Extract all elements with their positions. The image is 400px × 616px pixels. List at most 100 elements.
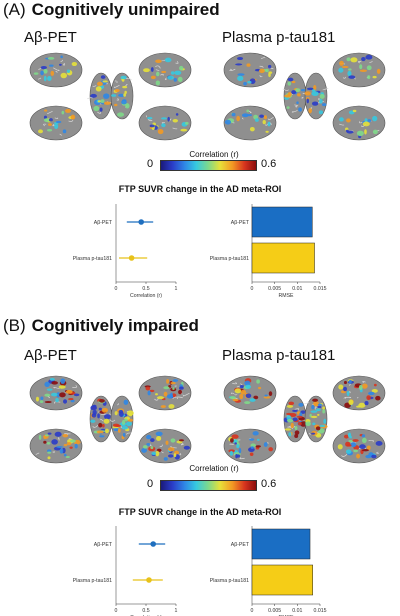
correlation-blob [286,412,292,416]
correlation-blob [147,390,151,396]
correlation-blob [361,434,366,438]
x-tick-label: 0.5 [142,608,149,614]
correlation-blob [295,88,301,93]
brain-view-right-medial [332,428,386,464]
x-tick-label: 0.5 [142,286,149,292]
brain-view-dorsal-right [110,72,134,120]
correlation-blob [346,444,352,447]
correlation-blob [361,437,367,444]
correlation-blob [321,103,327,107]
correlation-blob [361,57,366,62]
correlation-blob [245,393,252,399]
correlation-blob [250,443,256,448]
sulcus-line [287,426,294,430]
sulcus-line [43,123,47,127]
correlation-blob [254,118,259,122]
sulcus-line [58,437,60,441]
sulcus-line [230,68,233,71]
panel-letter: (A) [3,0,26,19]
brain-view-dorsal-left [282,72,307,120]
sulcus-line [181,442,184,446]
correlation-blob [250,446,254,449]
correlation-blob [48,118,53,122]
correlation-blob [310,410,318,413]
correlation-blob [60,72,68,79]
correlation-blob [353,449,359,453]
correlation-blob [156,396,165,400]
correlation-blob [165,440,169,445]
correlation-blob [294,425,298,431]
correlation-blob [103,418,110,424]
sulcus-line [35,452,40,455]
sulcus-line [267,116,274,120]
rmse-bar [251,242,315,274]
correlation-blob [315,426,321,431]
correlation-blob [352,109,357,113]
correlation-blob [59,448,64,454]
correlation-blob [54,123,59,130]
correlation-blob [172,387,175,390]
sulcus-line [248,110,252,114]
correlation-blob [161,117,168,120]
correlation-blob [143,68,150,73]
correlation-blob [100,99,105,104]
correlation-blob [151,452,157,456]
correlation-blob [185,121,189,125]
correlation-blob [178,439,184,442]
point-estimate [146,577,152,583]
sulcus-line [115,80,119,83]
correlation-blob [356,405,361,408]
correlation-blob [255,445,261,448]
correlation-blob [304,91,311,96]
sulcus-line [231,392,235,395]
correlation-blob [164,57,172,63]
sulcus-line [38,77,42,80]
correlation-blob [69,446,73,449]
correlation-blob [55,398,59,403]
correlation-blob [121,419,126,425]
correlation-blob [308,107,313,114]
correlation-blob [161,70,167,74]
correlation-blob [43,435,47,440]
brain-view-dorsal-left [283,395,307,443]
correlation-blob [291,80,296,84]
brain-maps-ptau [223,52,386,141]
correlation-blob [101,407,109,413]
sulcus-line [282,88,289,91]
correlation-blob [99,435,105,438]
correlation-blob [179,65,184,71]
brain-view-left-lateral [223,52,277,88]
category-label: Plasma p-tau181 [73,578,112,584]
correlation-blob [350,442,357,448]
correlation-blob [292,417,298,422]
correlation-blob [286,404,294,408]
correlation-blob [96,430,104,434]
sulcus-line [54,117,59,119]
correlation-blob [237,73,245,76]
correlation-blob [43,118,50,123]
correlation-blob [179,386,184,390]
correlation-blob [173,453,177,458]
correlation-blob [296,101,299,104]
correlation-blob [97,100,102,103]
correlation-blob [98,407,102,411]
sulcus-line [62,63,65,67]
correlation-blob [268,447,274,452]
sulcus-line [357,396,359,399]
correlation-blob [364,118,368,123]
correlation-blob [312,422,316,426]
correlation-blob [50,392,58,397]
correlation-blob [236,115,240,122]
correlation-blob [114,88,120,93]
correlation-blob [170,438,176,443]
sulcus-line [160,73,164,76]
correlation-blob [68,398,74,401]
correlation-blob [39,400,44,404]
sulcus-line [52,451,55,453]
sulcus-line [38,68,42,70]
correlation-blob [296,415,303,418]
correlation-blob [71,62,78,67]
correlation-blob [259,114,264,118]
